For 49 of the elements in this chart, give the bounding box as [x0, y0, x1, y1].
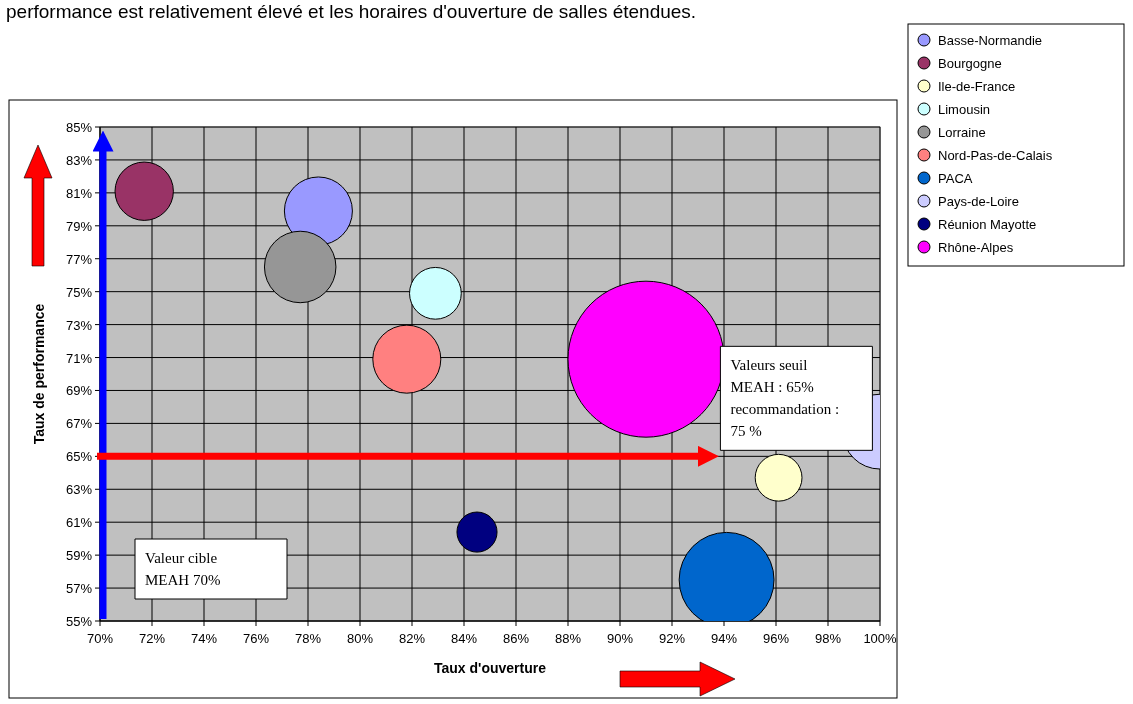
x-tick-label: 72%	[138, 631, 166, 646]
y-tick-label: 69%	[65, 383, 93, 399]
legend-label: Rhône-Alpes	[938, 240, 1014, 255]
y-axis-title: Taux de performance	[31, 303, 47, 445]
x-tick-label: 96%	[762, 631, 790, 646]
y-tick-label: 71%	[65, 350, 93, 366]
y-tick-label: 85%	[65, 120, 93, 135]
y-tick-label: 83%	[65, 152, 93, 168]
legend-label: Limousin	[938, 102, 991, 117]
x-tick-label: 100%	[863, 631, 898, 646]
y-tick-label: 75%	[65, 284, 93, 300]
legend-label: Bourgogne	[938, 56, 1002, 71]
x-axis-title: Taux d'ouverture	[434, 660, 547, 676]
legend-label: Nord-Pas-de-Calais	[938, 148, 1053, 163]
legend-label: Basse-Normandie	[938, 33, 1043, 48]
x-tick-label: 98%	[814, 631, 842, 646]
x-tick-label: 90%	[606, 631, 634, 646]
x-tick-label: 70%	[86, 631, 114, 646]
y-tick-label: 65%	[65, 449, 93, 465]
legend-label: Réunion Mayotte	[938, 217, 1037, 232]
x-tick-label: 76%	[242, 631, 270, 646]
x-tick-label: 78%	[294, 631, 322, 646]
x-tick-label: 86%	[502, 631, 530, 646]
ref-line-label: Valeurs seuil MEAH : 65% recommandation : 75 %	[730, 357, 840, 440]
ref-line-label: Valeur cible MEAH 70%	[145, 550, 221, 588]
legend-label: PACA	[938, 171, 973, 186]
y-tick-label: 81%	[65, 185, 93, 201]
note-box: Valeurs seuil MEAH : 65% recommandation : 75 %	[719, 345, 873, 451]
x-tick-label: 92%	[658, 631, 686, 646]
x-tick-label: 94%	[710, 631, 738, 646]
y-tick-label: 61%	[65, 515, 93, 531]
legend-label: Lorraine	[938, 125, 986, 140]
y-tick-label: 67%	[65, 416, 93, 432]
y-tick-label: 79%	[65, 218, 93, 234]
y-tick-label: 57%	[65, 581, 93, 597]
x-tick-label: 88%	[554, 631, 582, 646]
note-box: Valeur cible MEAH 70%	[134, 538, 288, 600]
y-tick-label: 59%	[65, 548, 93, 564]
y-tick-label: 63%	[65, 482, 93, 498]
x-tick-label: 82%	[398, 631, 426, 646]
x-tick-label: 74%	[190, 631, 218, 646]
x-tick-label: 80%	[346, 631, 374, 646]
legend-label: Pays-de-Loire	[938, 194, 1019, 209]
text: performance est relativement élevé et les horaires d'ouverture de salles étendues.	[6, 1, 697, 22]
y-tick-label: 77%	[65, 251, 93, 267]
legend-label: Ile-de-France	[938, 79, 1016, 94]
y-tick-label: 55%	[65, 614, 93, 629]
y-tick-label: 73%	[65, 317, 93, 333]
x-tick-label: 84%	[450, 631, 478, 646]
